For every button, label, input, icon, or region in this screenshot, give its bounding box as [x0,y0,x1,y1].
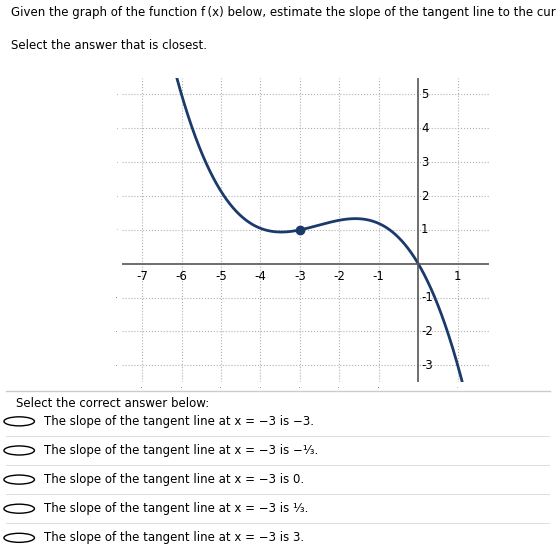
Text: 1: 1 [454,270,461,283]
Text: The slope of the tangent line at x = −3 is −¹⁄₃.: The slope of the tangent line at x = −3 … [44,444,318,457]
Text: The slope of the tangent line at x = −3 is ¹⁄₃.: The slope of the tangent line at x = −3 … [44,502,308,515]
Text: The slope of the tangent line at x = −3 is 0.: The slope of the tangent line at x = −3 … [44,473,304,486]
Text: 4: 4 [421,122,429,135]
Text: Given the graph of the function f (x) below, estimate the slope of the tangent l: Given the graph of the function f (x) be… [11,6,556,18]
Text: 1: 1 [421,223,429,237]
Text: 2: 2 [421,189,429,203]
Text: -7: -7 [136,270,148,283]
Text: -1: -1 [421,291,433,304]
Text: 3: 3 [421,156,428,169]
Text: -3: -3 [421,359,433,372]
Text: -5: -5 [215,270,227,283]
Text: -2: -2 [334,270,345,283]
Text: -4: -4 [255,270,266,283]
Text: -2: -2 [421,325,433,338]
Text: -6: -6 [176,270,187,283]
Text: Select the answer that is closest.: Select the answer that is closest. [11,39,207,52]
Text: Select the correct answer below:: Select the correct answer below: [17,397,210,410]
Text: -3: -3 [294,270,306,283]
Text: 5: 5 [421,88,428,101]
Text: The slope of the tangent line at x = −3 is −3.: The slope of the tangent line at x = −3 … [44,415,314,428]
Text: -1: -1 [373,270,385,283]
Text: The slope of the tangent line at x = −3 is 3.: The slope of the tangent line at x = −3 … [44,531,304,545]
